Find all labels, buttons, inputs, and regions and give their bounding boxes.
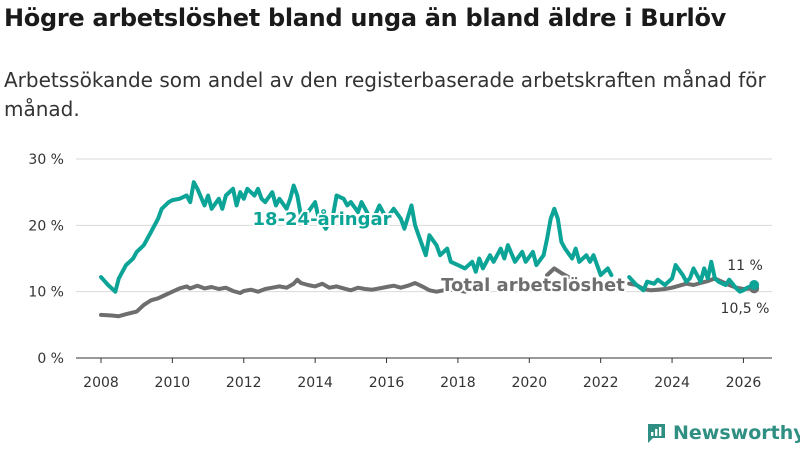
x-tick-label-2020: 2020 (511, 375, 547, 391)
x-tick-label-2010: 2010 (155, 375, 191, 391)
brand-logo: Newsworthy (645, 420, 800, 446)
youth-series-label: 18-24-åringar (253, 208, 392, 230)
x-tick-label-2008: 2008 (83, 375, 119, 391)
y-tick-label-10: 10 % (28, 285, 64, 301)
youth-unemployment-line-segment-1 (99, 180, 614, 294)
x-tick-label-2014: 2014 (297, 375, 333, 391)
x-tick-label-2018: 2018 (440, 375, 476, 391)
total-end-label: 10,5 % (721, 301, 770, 317)
newsworthy-icon (647, 424, 665, 443)
grid-lines (76, 158, 772, 359)
total-unemployment-line-segment-2 (545, 266, 571, 280)
x-tick-label-2022: 2022 (583, 375, 619, 391)
y-tick-label-30: 30 % (28, 152, 64, 168)
x-tick-label-2026: 2026 (726, 375, 762, 391)
total-series-label: Total arbetslöshet (441, 275, 625, 296)
y-tick-label-0: 0 % (37, 351, 64, 367)
brand-name: Newsworthy (673, 422, 800, 444)
x-tick-label-2016: 2016 (369, 375, 405, 391)
chart-title: Högre arbetslöshet bland unga än bland ä… (4, 4, 726, 32)
x-tick-label-2012: 2012 (226, 375, 262, 391)
y-tick-label-20: 20 % (28, 218, 64, 234)
x-tick-label-2024: 2024 (654, 375, 690, 391)
y-axis: 0 % 10 % 20 % 30 % (28, 152, 64, 367)
youth-end-label: 11 % (727, 258, 763, 274)
youth-unemployment-line-segment-2 (627, 259, 757, 294)
youth-end-point (749, 280, 760, 291)
series-labels: 18-24-åringar Total arbetslöshet 11 % 10,5 … (251, 206, 771, 319)
x-axis: 2008 2010 2012 2014 2016 2018 2020 2022 2024 2026 (76, 357, 772, 391)
total-unemployment-line-segment-3 (627, 276, 757, 293)
chart-subtitle: Arbetssökande som andel av den registerb… (4, 68, 766, 121)
series-lines (99, 180, 760, 319)
total-unemployment-line-segment-1 (99, 277, 467, 319)
